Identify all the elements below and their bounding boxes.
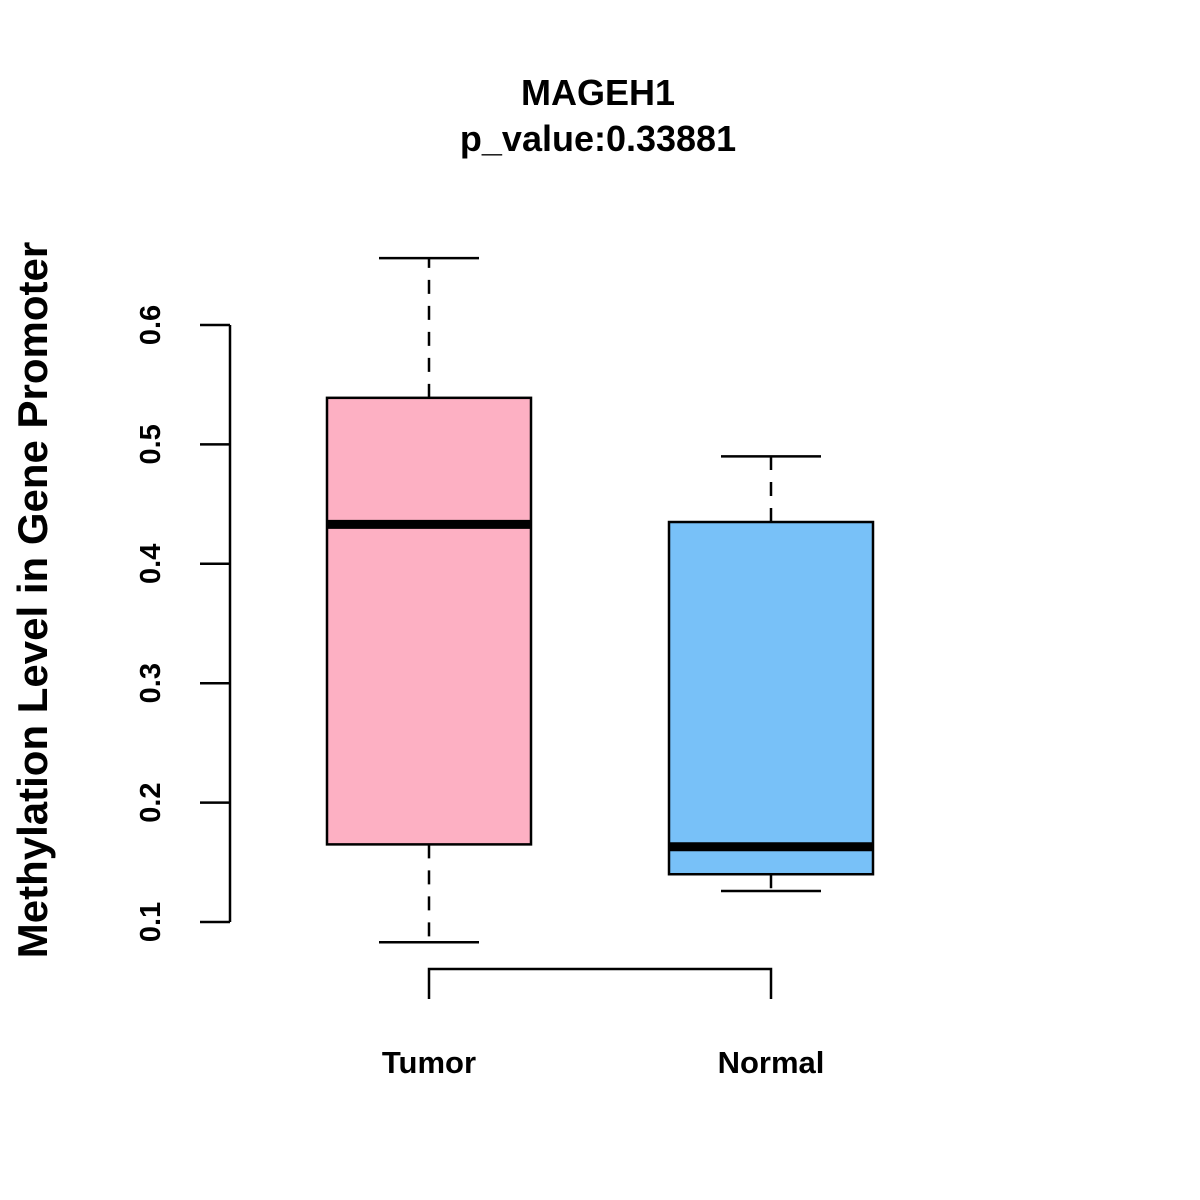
box-tumor [325, 256, 533, 944]
y-tick-label: 0.3 [135, 663, 167, 703]
comparison-bracket [427, 967, 773, 999]
boxes [325, 256, 875, 944]
y-axis: 0.1 0.2 0.3 0.4 0.5 0.6 [135, 305, 232, 942]
box-normal [667, 455, 875, 893]
y-tick-label: 0.2 [135, 782, 167, 822]
y-tick-label: 0.4 [135, 544, 167, 584]
chart-title: MAGEH1 [521, 72, 675, 113]
iqr-box [667, 520, 875, 876]
y-tick-label: 0.1 [135, 902, 167, 942]
bracket-line [427, 967, 773, 999]
x-category-label: Normal [718, 1045, 825, 1080]
y-tick-label: 0.6 [135, 305, 167, 345]
iqr-box [325, 396, 533, 846]
x-axis-labels: Tumor Normal [382, 1045, 824, 1080]
x-category-label: Tumor [382, 1045, 476, 1080]
y-tick-label: 0.5 [135, 424, 167, 464]
y-axis-label: Methylation Level in Gene Promoter [9, 242, 56, 958]
chart-subtitle: p_value:0.33881 [460, 118, 736, 159]
